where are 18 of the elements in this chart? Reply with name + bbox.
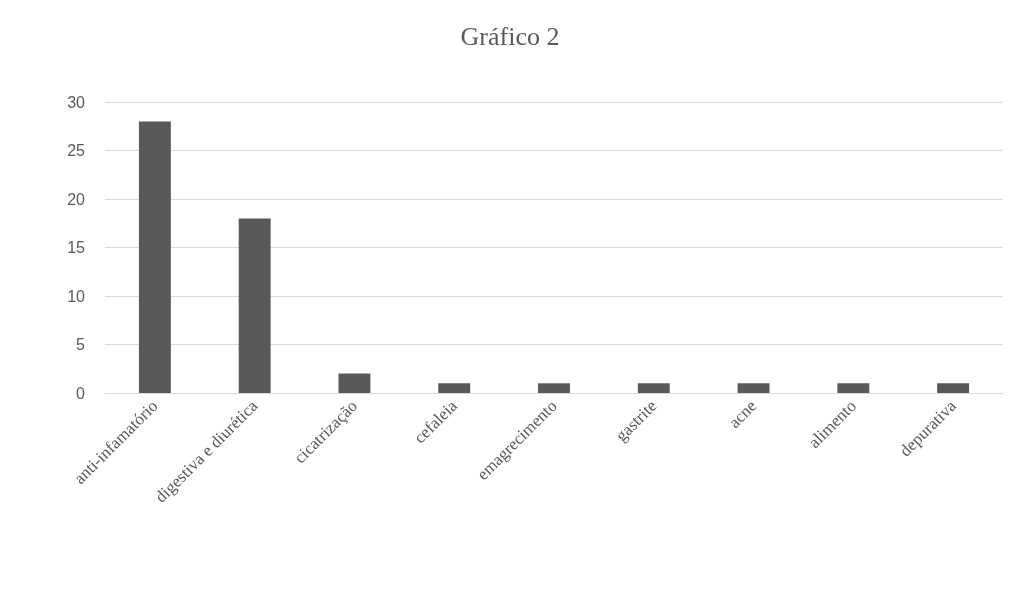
bar [338, 373, 371, 393]
x-tick-label: acne [724, 396, 761, 432]
bar [937, 383, 970, 393]
bar [238, 218, 271, 393]
chart-title: Gráfico 2 [460, 21, 560, 51]
y-tick-label: 25 [67, 142, 86, 159]
y-tick-label: 15 [67, 239, 86, 256]
bar [438, 383, 471, 393]
bar [138, 121, 171, 393]
bar [737, 383, 770, 393]
bar [837, 383, 870, 393]
y-tick-label: 10 [67, 287, 86, 305]
bar [637, 383, 670, 393]
y-tick-label: 0 [76, 384, 86, 402]
y-tick-label: 30 [67, 93, 86, 111]
y-tick-label: 5 [76, 336, 86, 353]
bar [538, 383, 570, 393]
y-tick-label: 20 [67, 190, 86, 208]
